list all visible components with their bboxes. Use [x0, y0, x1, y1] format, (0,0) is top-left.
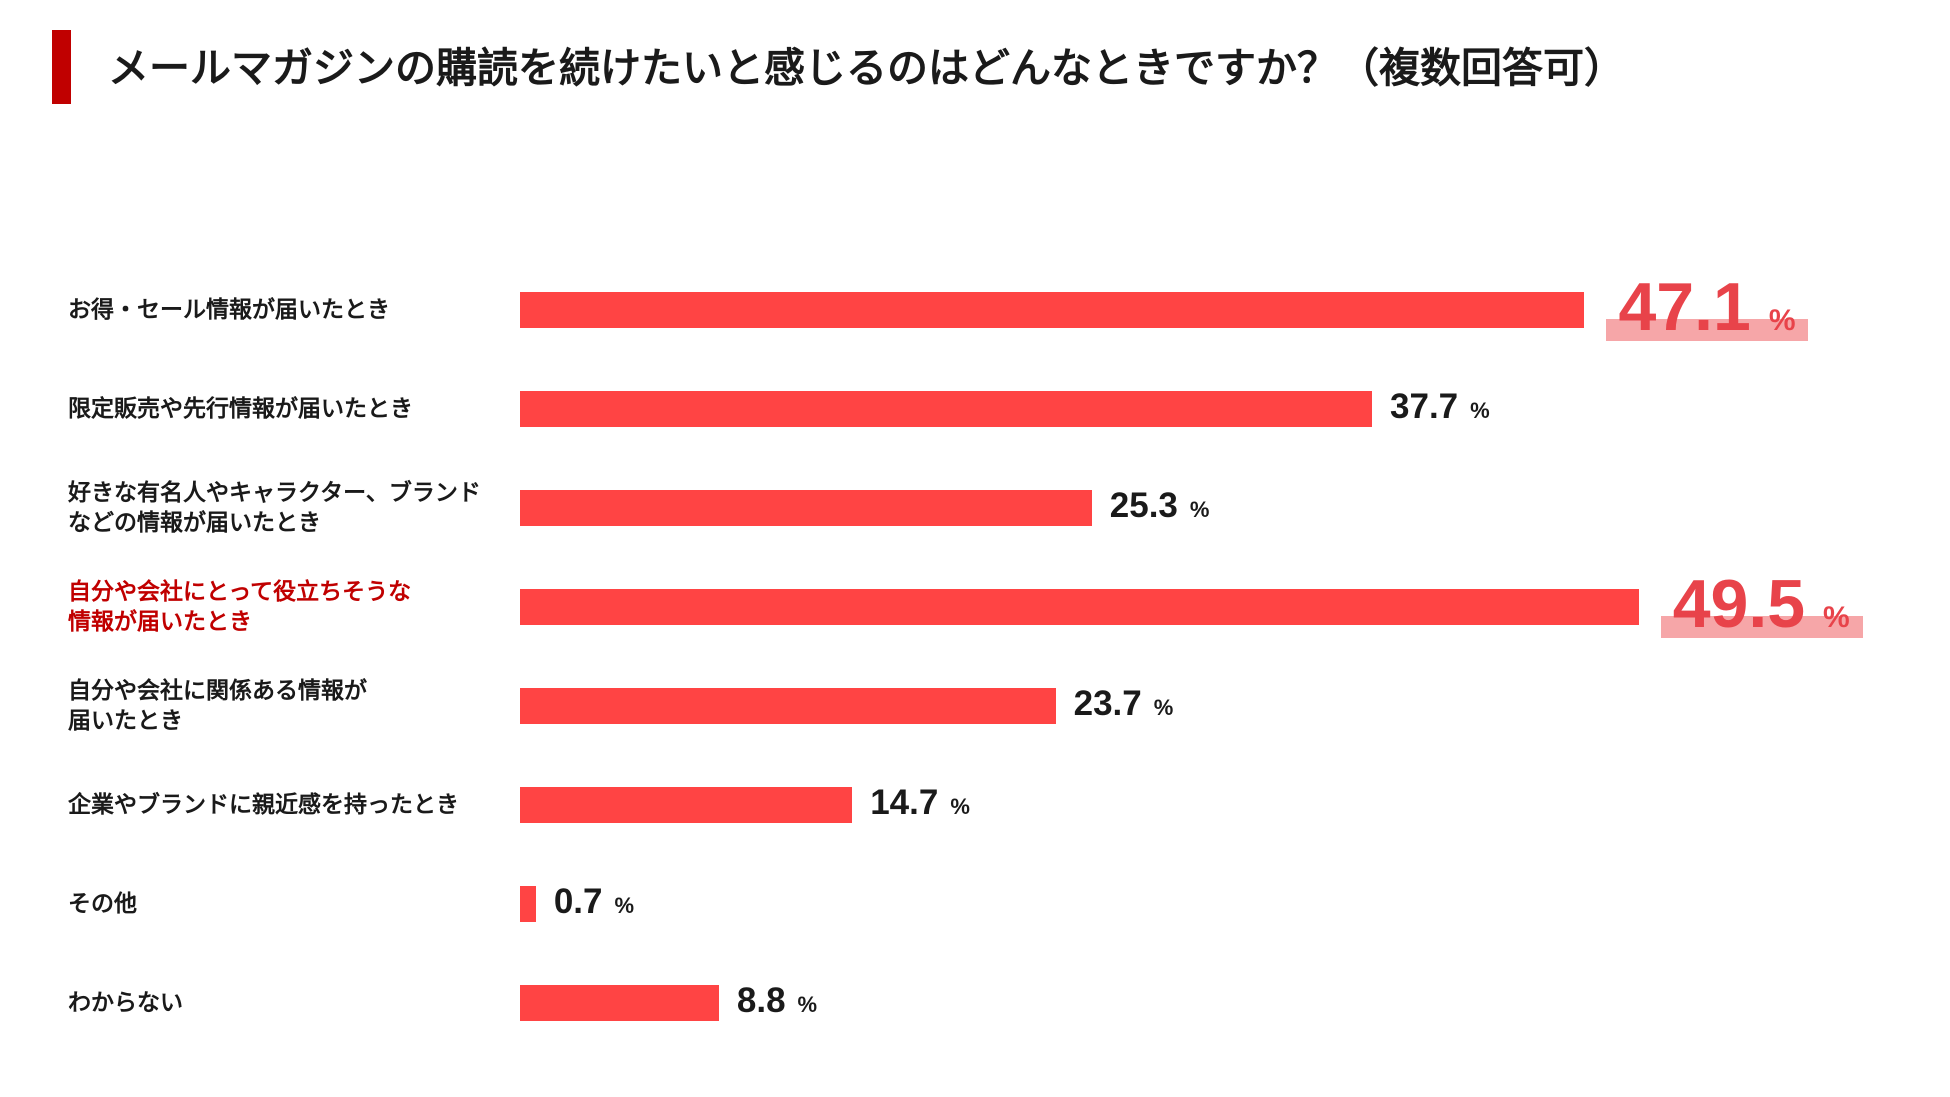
- category-label: 企業やブランドに親近感を持ったとき: [68, 792, 459, 818]
- value-label: 8.8%: [737, 981, 817, 1021]
- value-label: 0.7%: [554, 882, 634, 922]
- value-label: 23.7%: [1074, 684, 1174, 724]
- bar: [520, 490, 1092, 526]
- bar: [520, 688, 1056, 724]
- value-number: 25.3: [1109, 486, 1178, 525]
- bar: [520, 589, 1639, 625]
- value-number: 49.5: [1672, 566, 1806, 642]
- value-unit: %: [1470, 398, 1490, 423]
- bar: [520, 391, 1373, 427]
- value-unit: %: [614, 893, 635, 918]
- category-label: 好きな有名人やキャラクター、ブランド などの情報が届いたとき: [68, 480, 481, 536]
- value-label: 49.5%: [1673, 565, 1850, 643]
- value-number: 8.8: [736, 981, 786, 1020]
- value-unit: %: [1189, 497, 1210, 522]
- value-unit: %: [797, 992, 818, 1017]
- value-number: 0.7: [553, 882, 603, 921]
- category-label: 限定販売や先行情報が届いたとき: [68, 396, 413, 422]
- value-highlight-band: [1606, 319, 1809, 341]
- category-label: 自分や会社にとって役立ちそうな 情報が届いたとき: [68, 579, 412, 635]
- value-highlight-band: [1660, 616, 1863, 638]
- category-label: お得・セール情報が届いたとき: [68, 297, 390, 323]
- page-title: メールマガジンの購読を続けたいと感じるのはどんなときですか？（複数回答可）: [108, 44, 1625, 92]
- bar: [520, 292, 1585, 328]
- bar: [520, 985, 719, 1021]
- value-number: 23.7: [1073, 684, 1142, 723]
- value-number: 37.7: [1390, 387, 1459, 426]
- value-label: 25.3%: [1110, 486, 1210, 526]
- category-label: その他: [68, 891, 137, 917]
- value-unit: %: [1823, 601, 1850, 634]
- category-label: 自分や会社に関係ある情報が 届いたとき: [68, 678, 367, 734]
- value-label: 37.7%: [1390, 387, 1490, 427]
- bar: [520, 787, 853, 823]
- value-number: 14.7: [870, 783, 939, 822]
- value-number: 47.1: [1618, 269, 1751, 345]
- value-unit: %: [1768, 304, 1796, 337]
- bar: [520, 886, 536, 922]
- value-unit: %: [950, 794, 970, 819]
- title-accent-bar: [52, 30, 71, 104]
- value-label: 47.1%: [1618, 268, 1795, 346]
- value-unit: %: [1153, 695, 1174, 720]
- value-label: 14.7%: [870, 783, 970, 823]
- category-label: わからない: [68, 990, 183, 1016]
